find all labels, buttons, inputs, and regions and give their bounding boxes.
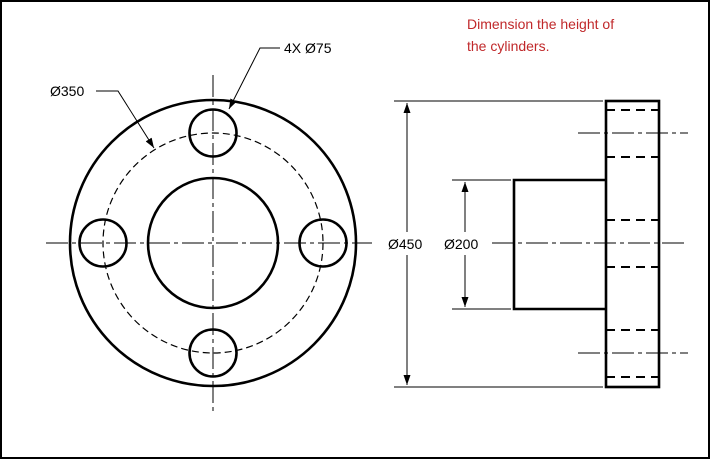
dim-450-label: Ø450 bbox=[388, 236, 422, 252]
bolt-hole-right bbox=[298, 218, 348, 268]
bolt-hole-left bbox=[78, 218, 128, 268]
hole-callout-label: 4X Ø75 bbox=[284, 40, 332, 56]
bolt-circle-label: Ø350 bbox=[50, 83, 84, 99]
hub-side-outline bbox=[512, 178, 606, 311]
dim-200-label: Ø200 bbox=[444, 236, 478, 252]
hole-callout-leader bbox=[228, 47, 280, 110]
flange-outer-circle bbox=[68, 98, 358, 388]
flange-side-outline bbox=[604, 99, 661, 389]
side-view: Ø450 Ø200 bbox=[388, 99, 688, 389]
instruction-line-2: the cylinders. bbox=[467, 38, 549, 54]
bolt-circle bbox=[102, 132, 324, 354]
bolt-circle-leader bbox=[96, 90, 155, 149]
hub-circle bbox=[146, 176, 280, 310]
front-view: 4X Ø75 Ø350 bbox=[46, 40, 372, 415]
instruction-line-1: Dimension the height of bbox=[467, 16, 614, 32]
bolt-hole-bottom bbox=[188, 328, 238, 378]
bolt-hole-top bbox=[188, 108, 238, 158]
